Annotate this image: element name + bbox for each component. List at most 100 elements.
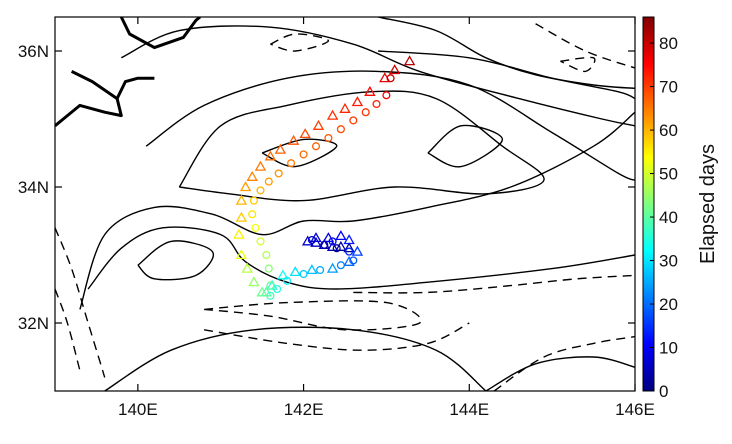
circle-marker — [372, 99, 381, 109]
triangle-marker — [310, 236, 322, 247]
circle-marker — [345, 247, 354, 256]
triangle-marker — [335, 230, 347, 241]
contour-line-solid — [87, 226, 635, 290]
coastline — [55, 70, 123, 127]
circle-marker — [336, 125, 345, 134]
plot-frame — [54, 16, 636, 392]
triangle-marker — [326, 240, 339, 251]
circle-marker — [349, 256, 358, 265]
triangle-marker — [351, 245, 364, 256]
y-tick-label: 32N — [18, 314, 49, 333]
circle-marker — [311, 142, 321, 151]
triangle-marker — [343, 242, 355, 253]
contour-line-solid — [137, 240, 214, 281]
coastline-layer — [55, 17, 201, 127]
contour-line-solid — [485, 356, 635, 391]
circle-marker — [282, 276, 292, 285]
circle-marker — [248, 210, 257, 219]
triangle-marker — [351, 96, 364, 107]
triangle-marker — [235, 211, 248, 222]
colorbar-tick-label: 40 — [659, 208, 678, 227]
colorbar: 0 10 20 30 40 50 60 70 80 Elapsed days — [642, 16, 719, 401]
circle-marker — [336, 261, 345, 270]
contour-line-dashed — [55, 227, 106, 378]
triangle-marker — [241, 262, 253, 273]
colorbar-label: Elapsed days — [697, 144, 719, 264]
coastline — [115, 76, 155, 100]
contour-line-dashed — [270, 33, 330, 52]
x-tick-label: 144E — [449, 400, 489, 419]
triangle-marker — [248, 276, 260, 287]
triangle-marker — [301, 235, 314, 246]
contour-line-dashed — [493, 335, 635, 391]
circle-marker — [264, 264, 273, 273]
triangle-marker — [235, 249, 248, 260]
x-axis-ticks: 140E 142E 144E 146E — [118, 17, 655, 419]
colorbar-tick-label: 30 — [659, 252, 678, 271]
circle-marker — [316, 265, 325, 275]
triangle-marker — [246, 170, 258, 181]
circle-marker — [262, 250, 271, 260]
x-tick-label: 142E — [284, 400, 324, 419]
triangle-marker — [274, 143, 287, 154]
x-tick-label: 146E — [615, 400, 655, 419]
circle-marker — [274, 169, 283, 178]
colorbar-ticks: 0 10 20 30 40 50 60 70 80 — [650, 34, 678, 401]
triangle-marker — [254, 160, 267, 171]
coastline — [119, 17, 201, 50]
triangle-marker — [403, 55, 416, 66]
contour-line-solid — [427, 124, 504, 168]
circle-marker — [332, 244, 341, 253]
circle-marker — [266, 281, 275, 290]
triangle-marker — [299, 128, 311, 139]
circle-marker — [249, 196, 258, 205]
triangle-marker — [312, 119, 325, 130]
triangle-marker — [277, 269, 289, 280]
circle-marker — [328, 237, 337, 246]
circle-marker — [251, 223, 260, 232]
contour-line-solid — [79, 111, 635, 310]
y-tick-label: 34N — [18, 178, 49, 197]
triangle-marker — [235, 194, 248, 205]
circle-marker — [361, 108, 370, 117]
y-axis-ticks: 32N 34N 36N — [18, 42, 635, 333]
colorbar-gradient — [642, 16, 655, 392]
colorbar-tick-label: 50 — [659, 165, 678, 184]
triangle-marker — [287, 134, 300, 145]
y-tick-label: 36N — [18, 42, 49, 61]
contour-line-dashed — [353, 274, 635, 294]
circle-marker — [320, 240, 329, 249]
circle-marker — [382, 91, 391, 100]
circle-marker — [256, 186, 265, 195]
contour-line-dashed — [560, 56, 596, 73]
contour-line-solid — [104, 326, 487, 391]
circle-marker — [386, 74, 395, 83]
contour-line-solid — [145, 70, 635, 181]
circle-marker — [299, 150, 308, 159]
contour-line-dashed — [55, 288, 81, 371]
contour-line-solid — [377, 17, 635, 90]
triangle-marker — [289, 266, 302, 277]
triangle-marker — [233, 228, 245, 239]
circle-marker — [299, 269, 308, 279]
colorbar-tick-label: 70 — [659, 78, 678, 97]
triangle-marker — [322, 232, 335, 243]
contour-line-dashed — [204, 300, 422, 331]
circle-marker — [307, 235, 316, 245]
circle-marker — [266, 291, 275, 300]
trajectory-markers — [233, 55, 416, 300]
circle-marker — [256, 237, 265, 246]
triangle-marker — [343, 255, 355, 266]
triangle-marker — [256, 286, 268, 297]
colorbar-tick-label: 60 — [659, 121, 678, 140]
contour-line-solid — [178, 90, 545, 202]
triangle-marker — [388, 64, 401, 75]
plot-background — [55, 17, 635, 391]
colorbar-tick-label: 20 — [659, 295, 678, 314]
circle-marker — [273, 284, 282, 294]
triangle-marker — [306, 264, 318, 275]
triangle-marker — [326, 109, 339, 120]
circle-marker — [349, 116, 358, 125]
colorbar-tick-label: 10 — [659, 339, 678, 358]
